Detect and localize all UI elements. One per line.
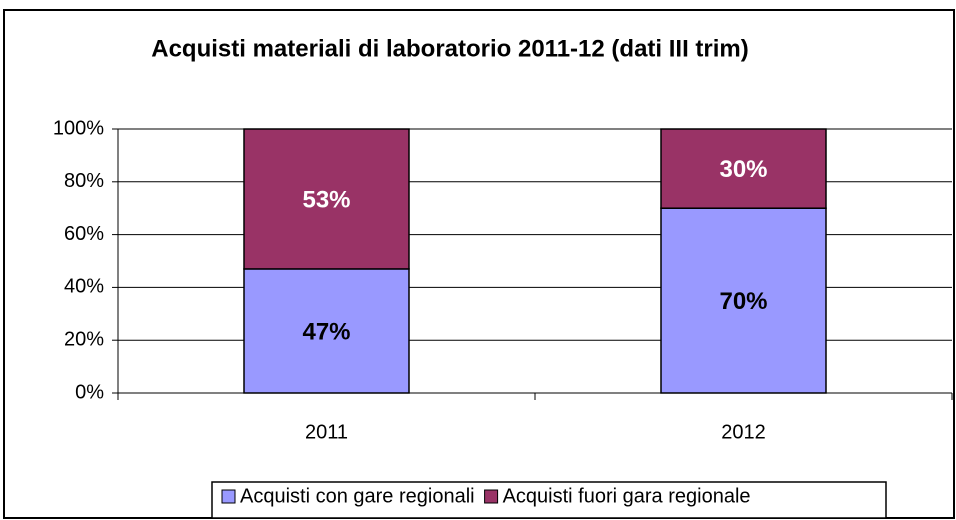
data-label: 30% <box>719 156 767 183</box>
legend-box <box>211 481 887 519</box>
legend-swatch <box>221 489 236 504</box>
x-tick-label: 2011 <box>305 421 348 443</box>
bar-segment <box>660 207 827 394</box>
data-label: 47% <box>302 318 350 345</box>
bar-segment <box>660 128 827 209</box>
data-label: 70% <box>719 288 767 315</box>
chart-title: Acquisti materiali di laboratorio 2011-1… <box>151 35 749 62</box>
y-tick-label: 40% <box>64 276 104 298</box>
bar-segment <box>243 128 410 270</box>
y-tick-label: 60% <box>64 223 104 245</box>
bar-segment <box>243 268 410 394</box>
y-tick-label: 80% <box>64 170 104 192</box>
y-tick-label: 100% <box>53 117 104 139</box>
y-tick-label: 0% <box>75 381 104 403</box>
legend-swatch <box>484 489 499 504</box>
x-tick-label: 2012 <box>721 421 766 443</box>
data-label: 53% <box>302 186 350 213</box>
legend-label: Acquisti con gare regionali <box>240 485 475 507</box>
legend-label: Acquisti fuori gara regionale <box>503 485 751 507</box>
y-tick-label: 20% <box>64 328 104 350</box>
